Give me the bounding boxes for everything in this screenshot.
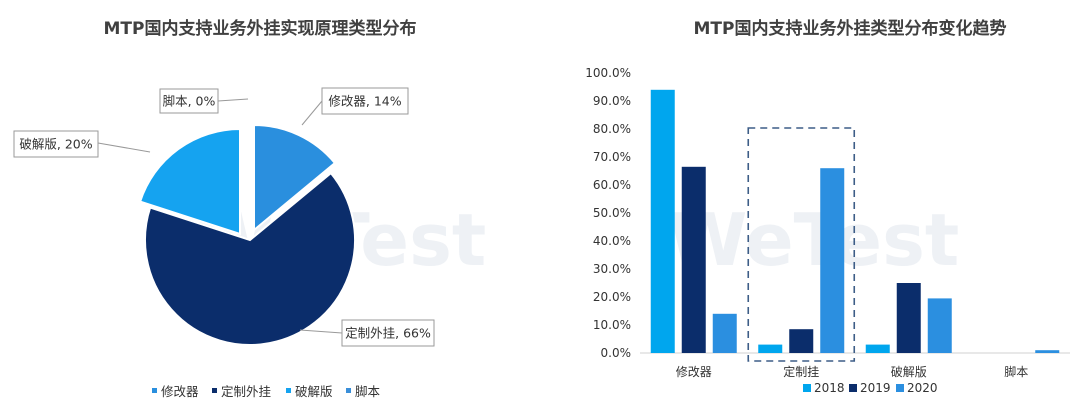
bar-2018-0 [650, 89, 675, 354]
bar-2019-0 [681, 166, 706, 353]
bar-legend-swatch [803, 384, 811, 392]
bar-2020-0 [712, 313, 737, 353]
y-tick-label: 10.0% [593, 318, 631, 332]
bar-chart: 0.0% 10.0% 20.0% 30.0% 40.0% 50.0% 60.0% 70.0% 8… [585, 66, 1070, 395]
pie-label-box [321, 87, 409, 115]
pie-legend-swatch [152, 388, 157, 393]
y-tick-label: 40.0% [593, 234, 631, 248]
bar-2018-2 [865, 344, 890, 353]
bar-legend-label: 2018 [814, 381, 845, 395]
bar-2020-3 [1035, 350, 1060, 353]
bar-2019-2 [896, 283, 921, 353]
watermark-right: WeTest [668, 198, 959, 282]
pie-slice-2 [138, 127, 241, 236]
pie-legend-swatch [346, 388, 351, 393]
x-tick-label: 定制挂 [783, 364, 819, 379]
pie-legend-label: 定制外挂 [221, 384, 271, 399]
highlight-dashed-box [747, 127, 856, 362]
y-tick-label: 30.0% [593, 262, 631, 276]
y-tick-label: 20.0% [593, 290, 631, 304]
pie-leader-line [217, 98, 249, 102]
pie-data-label: 修改器, 14% [328, 94, 401, 109]
y-tick-label: 80.0% [593, 122, 631, 136]
pie-label-box [341, 319, 435, 347]
pie-legend-label: 修改器 [161, 384, 199, 399]
bar-2020-1 [820, 168, 845, 353]
bar-legend-swatch [849, 384, 857, 392]
bar-legend-label: 2019 [860, 381, 891, 395]
pie-legend-label: 破解版 [295, 384, 333, 399]
y-tick-label: 100.0% [585, 66, 631, 80]
pie-data-label: 脚本, 0% [163, 94, 216, 109]
y-tick-label: 50.0% [593, 206, 631, 220]
pie-legend-label: 脚本 [355, 384, 381, 399]
pie-label-box [13, 130, 99, 158]
pie-legend: 修改器 定制外挂 破解版 脚本 [152, 384, 381, 399]
y-tick-label: 60.0% [593, 178, 631, 192]
pie-slice-1 [144, 171, 356, 346]
y-tick-label: 70.0% [593, 150, 631, 164]
bar-2019-1 [789, 329, 814, 353]
y-tick-label: 0.0% [601, 346, 632, 360]
bar-legend: 2018 2019 2020 [803, 381, 938, 395]
pie-leader-line [97, 142, 151, 153]
pie-label-box [159, 88, 219, 114]
x-tick-label: 脚本 [1004, 364, 1028, 379]
x-tick-label: 修改器 [676, 364, 712, 379]
bar-legend-swatch [896, 384, 904, 392]
bar-legend-label: 2020 [907, 381, 938, 395]
x-tick-label: 破解版 [891, 364, 927, 379]
pie-data-label: 破解版, 20% [19, 137, 92, 152]
pie-chart: 修改器, 14% 定制外挂, 66% 破解版, 20% 脚本, 0% 修改器 定制外挂 破解… [13, 87, 435, 399]
bar-2020-2 [927, 298, 952, 353]
pie-leader-line [299, 329, 343, 334]
bar-chart-title: MTP国内支持业务外挂类型分布变化趋势 [693, 19, 1007, 39]
pie-legend-swatch [286, 388, 291, 393]
pie-leader-line [301, 100, 323, 126]
pie-legend-swatch [212, 388, 217, 393]
pie-data-label: 定制外挂, 66% [345, 326, 431, 341]
pie-slice-0 [253, 123, 337, 233]
bar-2018-1 [758, 344, 783, 353]
pie-chart-title: MTP国内支持业务外挂实现原理类型分布 [103, 19, 417, 39]
y-tick-label: 90.0% [593, 94, 631, 108]
